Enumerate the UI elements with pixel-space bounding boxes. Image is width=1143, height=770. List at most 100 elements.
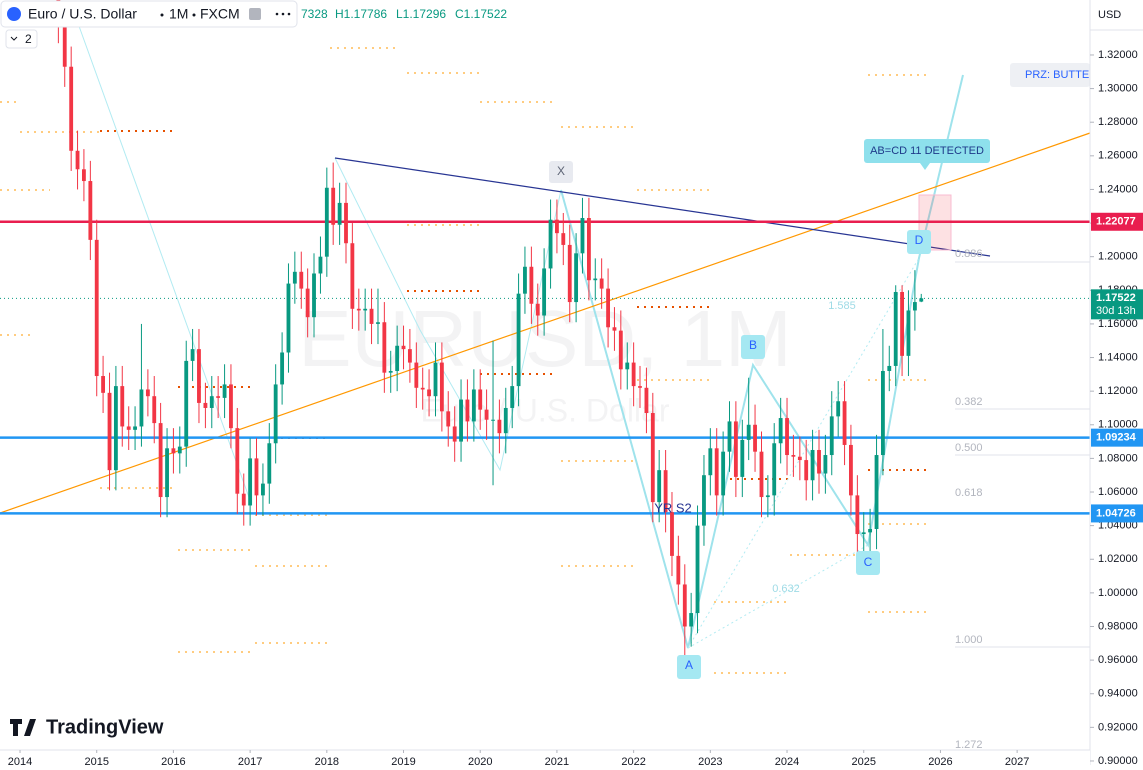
point-label: X <box>557 164 565 178</box>
candle-body <box>254 458 259 496</box>
ohlc-low: L1.17296 <box>396 7 446 21</box>
candle-body <box>267 443 272 484</box>
ratio-label: 0.632 <box>772 583 800 595</box>
level-tag <box>1091 212 1143 231</box>
x-tick-label: 2026 <box>928 756 952 765</box>
y-tick-label: 0.96000 <box>1098 654 1138 666</box>
candle-body <box>62 23 67 67</box>
x-tick-label: 2027 <box>1005 756 1029 765</box>
legend: Euro / U.S. Dollar 1M FXCM 7328 H1.17786… <box>0 0 507 49</box>
chevron <box>10 36 18 41</box>
candle-body <box>740 439 745 477</box>
candle-body <box>785 418 789 456</box>
label-box <box>549 161 573 183</box>
candle-body <box>906 310 911 356</box>
candle-body <box>158 423 163 498</box>
label-pointer <box>920 163 930 170</box>
candle-body <box>235 428 240 494</box>
symbol: Euro / U.S. Dollar <box>28 6 137 22</box>
candle-body <box>101 376 106 393</box>
candle-body <box>593 278 598 281</box>
point-label: B <box>749 338 757 352</box>
candle-body <box>350 243 355 309</box>
candle-body <box>184 360 189 447</box>
x-tick-label: 2024 <box>775 756 799 765</box>
candle-body <box>829 416 834 456</box>
candle-body <box>126 426 131 430</box>
x-tick-label: 2016 <box>161 756 185 765</box>
candle-body <box>810 449 815 481</box>
candle-body <box>427 389 431 397</box>
candle-body <box>395 345 400 371</box>
level-label: 1.04726 <box>1096 507 1136 519</box>
y-tick-label: 1.06000 <box>1098 486 1138 498</box>
candle-body <box>433 362 438 397</box>
candle-body <box>133 426 137 430</box>
interval: 1M <box>169 6 188 22</box>
candle-body <box>561 233 566 245</box>
label-box <box>741 335 765 359</box>
candle-body <box>241 493 246 506</box>
candle-body <box>503 407 508 434</box>
separator <box>160 13 164 17</box>
y-tick-label: 1.10000 <box>1098 419 1138 431</box>
candle-body <box>299 271 304 289</box>
symbol-box[interactable] <box>0 0 298 28</box>
pattern-label: AB=CD 11 DETECTED <box>870 145 984 157</box>
candle-body <box>555 219 559 234</box>
candle-body <box>733 421 738 477</box>
candle-body <box>797 456 802 461</box>
candle-body <box>708 448 713 476</box>
y-tick-label: 1.30000 <box>1098 82 1138 94</box>
last-price-label: 1.17522 <box>1096 292 1136 304</box>
ohlc-high: H1.17786 <box>335 7 387 21</box>
candle-body <box>446 411 451 427</box>
indicators-toggle[interactable] <box>5 29 38 49</box>
separator <box>192 13 196 17</box>
exchange: FXCM <box>200 6 240 22</box>
point-label: A <box>685 658 693 672</box>
candle-body <box>663 470 668 513</box>
candle-body <box>574 253 579 303</box>
candle-body <box>497 419 502 434</box>
y-tick-label: 1.00000 <box>1098 587 1138 599</box>
fib-label: 0.886 <box>955 248 983 260</box>
x-tick-label: 2023 <box>698 756 722 765</box>
candle-body <box>650 413 655 503</box>
candle-body <box>676 555 681 585</box>
candle-body <box>222 384 227 398</box>
label-box <box>907 230 931 254</box>
candle-body <box>823 455 828 474</box>
logo <box>10 719 36 736</box>
annotations: X A B C D AB=CD 11 DETECTED PRZ: BUTTE Y… <box>549 63 1090 751</box>
candle-body <box>765 495 770 498</box>
candle-body <box>356 308 361 311</box>
candle-body <box>203 402 208 408</box>
candle-body <box>580 218 585 254</box>
candle-body <box>772 443 777 496</box>
symbol-icon <box>7 7 21 21</box>
watermark-sub: Euro / U.S. Dollar <box>421 392 670 428</box>
brand-name: TradingView <box>46 716 164 738</box>
point-label: D <box>915 233 924 247</box>
y-tick-label: 1.04000 <box>1098 520 1138 532</box>
candle-body <box>177 446 182 454</box>
candle-body <box>190 349 195 361</box>
candle-body <box>145 389 150 397</box>
fib-label: 0.500 <box>955 442 983 454</box>
more-icon[interactable] <box>275 12 291 16</box>
candle-body <box>861 532 866 535</box>
candle-body <box>535 303 540 316</box>
currency[interactable]: USD <box>1098 9 1121 21</box>
branding: TradingView <box>10 716 164 738</box>
candle-body <box>312 273 316 318</box>
candle-body <box>657 470 662 503</box>
flag-icon[interactable] <box>249 8 261 20</box>
y-tick-label: 0.92000 <box>1098 721 1138 733</box>
candle-body <box>171 448 176 454</box>
y-tick-label: 1.24000 <box>1098 183 1138 195</box>
trend-line <box>334 157 991 257</box>
candle-body <box>120 386 125 427</box>
y-tick-label: 0.98000 <box>1098 620 1138 632</box>
